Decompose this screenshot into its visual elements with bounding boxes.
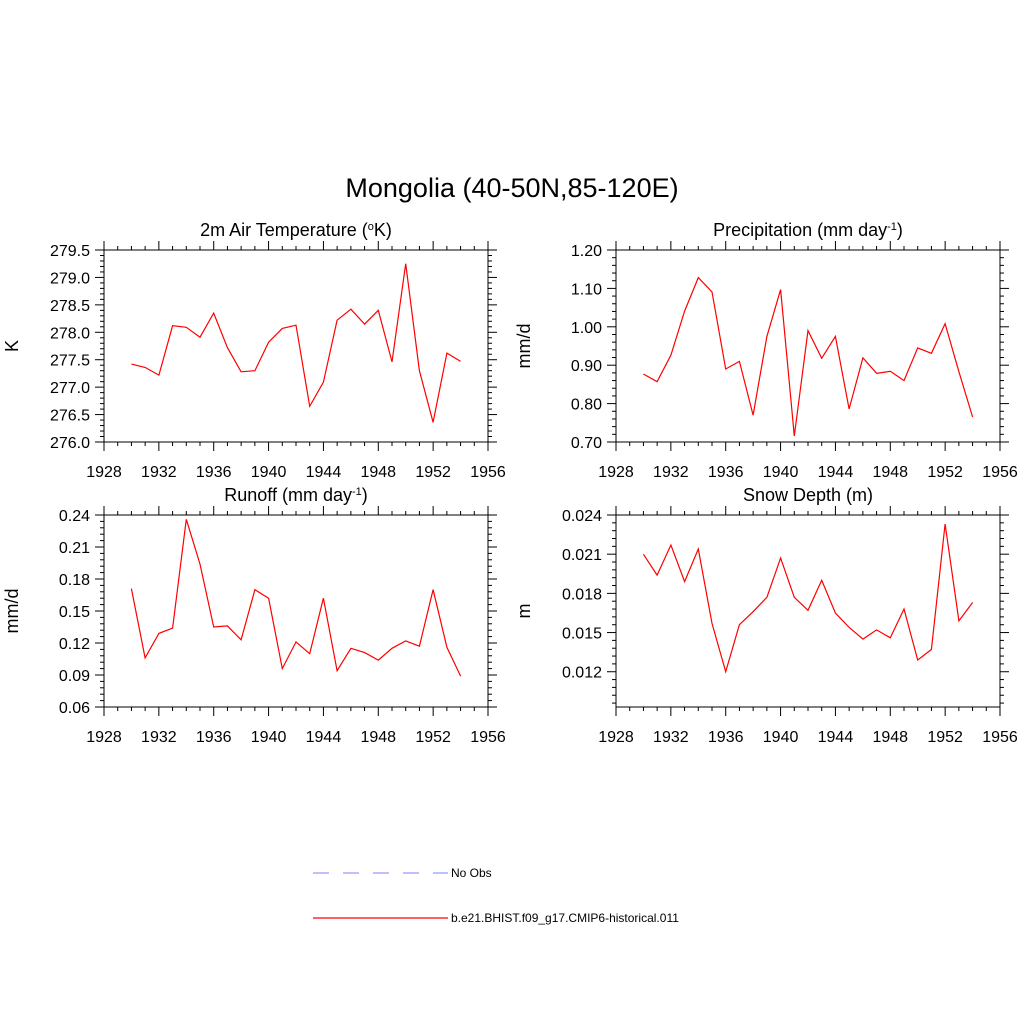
precipitation-x-tick-label: 1948 bbox=[872, 464, 908, 481]
air-temperature-x-tick-label: 1948 bbox=[360, 464, 396, 481]
precipitation-panel-title: Precipitation (mm day-1) bbox=[713, 220, 903, 240]
snow-depth-panel-title: Snow Depth (m) bbox=[743, 485, 873, 505]
precipitation-x-tick-label: 1928 bbox=[598, 464, 634, 481]
panel-precipitation: Precipitation (mm day-1) mm/d 1928 1932 1936… bbox=[514, 220, 1018, 481]
snow-depth-x-tick-label: 1932 bbox=[653, 729, 689, 746]
legend: No Obs b.e21.BHIST.f09_g17.CMIP6-histori… bbox=[313, 866, 679, 925]
panel-air-temperature: 2m Air Temperature (oK) K 1928 1932 1936 1940… bbox=[2, 220, 506, 481]
air-temperature-x-tick-label: 1928 bbox=[86, 464, 122, 481]
precipitation-x-tick-label: 1936 bbox=[708, 464, 744, 481]
air-temperature-series-line bbox=[131, 263, 461, 423]
legend-label-no-obs: No Obs bbox=[451, 866, 492, 880]
precipitation-y-tick-label: 1.10 bbox=[571, 281, 602, 298]
snow-depth-y-tick-label: 0.021 bbox=[562, 547, 602, 564]
figure-title: Mongolia (40-50N,85-120E) bbox=[345, 173, 678, 203]
legend-label-model: b.e21.BHIST.f09_g17.CMIP6-historical.011 bbox=[451, 911, 679, 925]
runoff-x-tick-label: 1928 bbox=[86, 729, 122, 746]
precipitation-x-tick-label: 1932 bbox=[653, 464, 689, 481]
snow-depth-y-tick-label: 0.012 bbox=[562, 665, 602, 682]
air-temperature-y-tick-label: 279.0 bbox=[50, 270, 90, 287]
snow-depth-y-tick-label: 0.015 bbox=[562, 626, 602, 643]
runoff-y-axis-label: mm/d bbox=[2, 589, 22, 634]
snow-depth-x-tick-label: 1936 bbox=[708, 729, 744, 746]
runoff-x-tick-label: 1956 bbox=[470, 729, 506, 746]
precipitation-x-tick-label: 1952 bbox=[927, 464, 963, 481]
snow-depth-x-tick-label: 1952 bbox=[927, 729, 963, 746]
precipitation-y-tick-label: 0.80 bbox=[571, 397, 602, 414]
snow-depth-x-tick-label: 1928 bbox=[598, 729, 634, 746]
precipitation-x-tick-label: 1956 bbox=[982, 464, 1018, 481]
precipitation-x-tick-label: 1940 bbox=[763, 464, 799, 481]
air-temperature-y-tick-label: 279.5 bbox=[50, 243, 90, 260]
air-temperature-y-tick-label: 278.5 bbox=[50, 298, 90, 315]
runoff-x-tick-label: 1952 bbox=[415, 729, 451, 746]
snow-depth-series-line bbox=[642, 524, 974, 674]
air-temperature-y-tick-label: 276.0 bbox=[50, 435, 90, 452]
runoff-y-tick-label: 0.15 bbox=[59, 604, 90, 621]
runoff-x-tick-label: 1948 bbox=[360, 729, 396, 746]
precipitation-x-tick-label: 1944 bbox=[818, 464, 854, 481]
air-temperature-y-tick-label: 278.0 bbox=[50, 325, 90, 342]
runoff-x-tick-label: 1944 bbox=[306, 729, 342, 746]
snow-depth-x-tick-label: 1940 bbox=[763, 729, 799, 746]
air-temperature-y-tick-label: 277.5 bbox=[50, 353, 90, 370]
panel-snow-depth: Snow Depth (m) m 1928 1932 1936 1940 1944 1948 1… bbox=[514, 485, 1018, 746]
runoff-x-tick-label: 1940 bbox=[251, 729, 287, 746]
snow-depth-y-tick-label: 0.024 bbox=[562, 508, 602, 525]
runoff-y-tick-label: 0.24 bbox=[59, 508, 90, 525]
air-temperature-x-tick-label: 1932 bbox=[141, 464, 177, 481]
snow-depth-x-tick-label: 1948 bbox=[872, 729, 908, 746]
runoff-panel-title: Runoff (mm day-1) bbox=[224, 485, 368, 505]
runoff-series-line bbox=[130, 519, 462, 677]
precipitation-y-axis-label: mm/d bbox=[514, 324, 534, 369]
runoff-x-tick-label: 1936 bbox=[196, 729, 232, 746]
air-temperature-x-tick-label: 1944 bbox=[306, 464, 342, 481]
runoff-y-tick-label: 0.12 bbox=[59, 636, 90, 653]
runoff-y-tick-label: 0.18 bbox=[59, 572, 90, 589]
air-temperature-x-tick-label: 1936 bbox=[196, 464, 232, 481]
air-temperature-y-axis-label: K bbox=[2, 340, 22, 352]
precipitation-y-tick-label: 0.70 bbox=[571, 435, 602, 452]
snow-depth-y-tick-label: 0.018 bbox=[562, 586, 602, 603]
runoff-y-tick-label: 0.21 bbox=[59, 540, 90, 557]
air-temperature-x-tick-label: 1952 bbox=[415, 464, 451, 481]
air-temperature-x-tick-label: 1956 bbox=[470, 464, 506, 481]
snow-depth-y-axis-label: m bbox=[514, 604, 534, 619]
air-temperature-x-tick-label: 1940 bbox=[251, 464, 287, 481]
air-temperature-y-tick-label: 276.5 bbox=[50, 408, 90, 425]
panel-runoff: Runoff (mm day-1) mm/d 1928 1932 1936 1940 194… bbox=[2, 485, 506, 746]
precipitation-series-line bbox=[643, 276, 974, 436]
runoff-x-tick-label: 1932 bbox=[141, 729, 177, 746]
runoff-plot-frame bbox=[103, 514, 489, 708]
precipitation-y-tick-label: 0.90 bbox=[571, 358, 602, 375]
snow-depth-x-tick-label: 1944 bbox=[818, 729, 854, 746]
runoff-y-tick-label: 0.06 bbox=[59, 700, 90, 717]
air-temperature-y-tick-label: 277.0 bbox=[50, 380, 90, 397]
precipitation-y-tick-label: 1.20 bbox=[571, 243, 602, 260]
precipitation-y-tick-label: 1.00 bbox=[571, 320, 602, 337]
runoff-y-tick-label: 0.09 bbox=[59, 668, 90, 685]
air-temperature-panel-title: 2m Air Temperature (oK) bbox=[200, 220, 392, 240]
snow-depth-x-tick-label: 1956 bbox=[982, 729, 1018, 746]
